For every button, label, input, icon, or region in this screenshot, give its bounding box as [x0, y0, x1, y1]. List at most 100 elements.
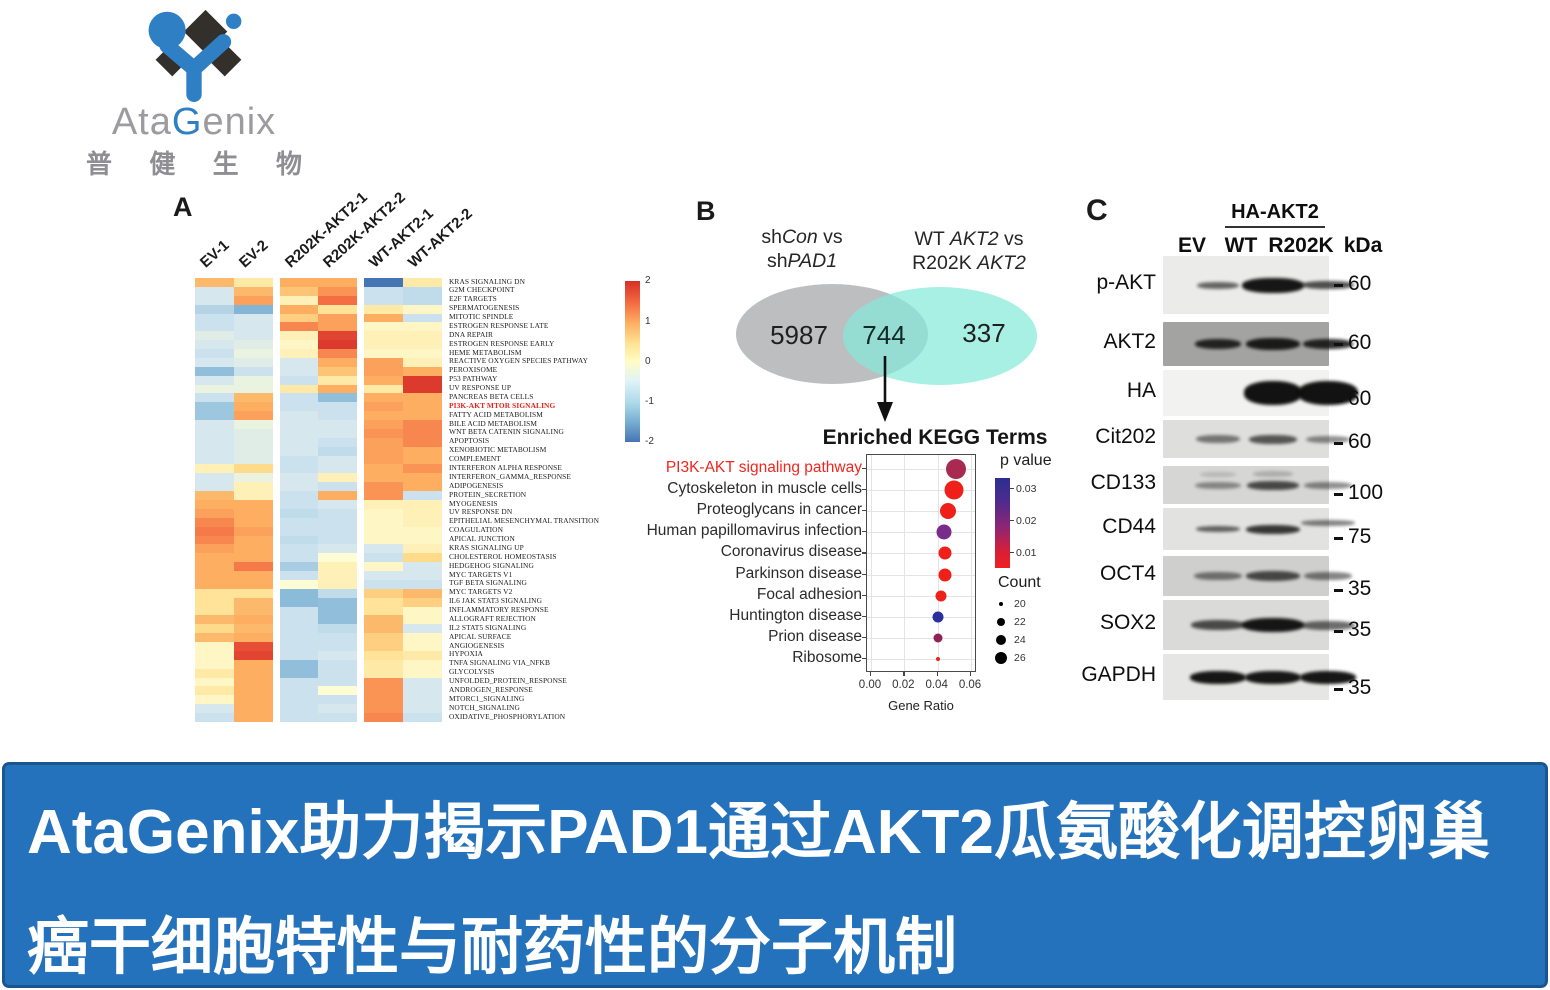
heatmap-cell [364, 668, 403, 679]
heatmap-cell [364, 455, 403, 465]
heatmap-row-label: FATTY ACID METABOLISM [449, 409, 543, 419]
heatmap-cell [233, 437, 273, 448]
heatmap-cell [364, 553, 403, 563]
heatmap-cell [279, 375, 319, 386]
heatmap-cell [279, 331, 319, 341]
heatmap-cell [318, 517, 357, 528]
heatmap-cell [318, 579, 357, 590]
colorbar-tick-label: 0 [645, 356, 651, 367]
heatmap-cell [195, 500, 234, 510]
kegg-dot [939, 503, 956, 520]
heatmap-cell [318, 286, 357, 297]
heatmap-row-label: PANCREAS BETA CELLS [449, 391, 534, 401]
heatmap-cell [402, 366, 442, 377]
heatmap-cell [318, 402, 357, 412]
blot-band [1196, 281, 1239, 289]
kda-marker-value: 35 [1348, 676, 1372, 699]
heatmap-row-label: KRAS SIGNALING UP [449, 542, 524, 552]
heatmap-row-label: INTERFERON ALPHA RESPONSE [449, 462, 562, 472]
kda-marker-dash [1334, 442, 1343, 445]
blot-band [1194, 339, 1241, 349]
blot-label: HA [1126, 379, 1156, 402]
heatmap-cell [233, 579, 273, 590]
kegg-gridline-horizontal [867, 532, 975, 534]
title-banner: AtaGenix助力揭示PAD1通过AKT2瓜氨酸化调控卵巢 癌干细胞特性与耐药… [2, 762, 1548, 988]
brand-letters: Ata [111, 101, 172, 143]
heatmap-cell [195, 517, 234, 528]
pvalue-tick [1010, 488, 1014, 490]
kegg-gridline-vertical [971, 455, 973, 671]
heatmap-cell [318, 553, 357, 563]
colorbar-tick-label: 2 [645, 275, 651, 286]
heatmap-cell [233, 322, 273, 332]
heatmap-cell [318, 393, 357, 403]
count-legend-label: 20 [1014, 598, 1026, 610]
heatmap-column-header: EV-2 [235, 236, 272, 272]
heatmap-cell [233, 455, 273, 465]
heatmap-cell [318, 446, 357, 457]
heatmap-cell [318, 295, 357, 306]
heatmap-cell [279, 286, 319, 297]
heatmap-cell [402, 384, 442, 394]
blot-strip-gapdh [1163, 654, 1356, 700]
heatmap-cell [318, 642, 357, 652]
heatmap-cell [402, 553, 442, 563]
blot-label: AKT2 [1103, 330, 1156, 353]
heatmap-cell [233, 544, 273, 554]
colorbar-tick-label: -1 [645, 396, 654, 407]
heatmap-cell [402, 633, 442, 643]
kda-marker-dash [1334, 284, 1343, 287]
heatmap-row-label: E2F TARGETS [449, 294, 497, 304]
blot-band [1194, 481, 1241, 489]
brand-chinese-char: 物 [275, 149, 302, 179]
heatmap-cell [233, 553, 273, 563]
heatmap-cell [364, 420, 403, 430]
kegg-dot [933, 633, 943, 643]
heatmap-cell [195, 677, 234, 687]
heatmap-row-label: KRAS SIGNALING DN [449, 276, 526, 286]
heatmap-row-label: UNFOLDED_PROTEIN_RESPONSE [449, 676, 567, 686]
kda-marker-dash [1334, 493, 1343, 496]
heatmap-cell [364, 695, 403, 705]
kegg-term-label: Parkinson disease [735, 564, 862, 582]
brand-letter-accent: G [171, 101, 203, 143]
heatmap-cell [279, 686, 319, 696]
blot-band [1241, 277, 1304, 293]
heatmap-cell [233, 411, 273, 421]
heatmap-cell [364, 597, 403, 608]
kegg-term-label: Prion disease [768, 627, 862, 645]
heatmap-cell [318, 606, 357, 616]
pvalue-legend-title: p value [1000, 452, 1052, 469]
heatmap-row-label: APOPTOSIS [449, 436, 490, 446]
heatmap-cell [233, 313, 273, 323]
heatmap-cell [279, 517, 319, 528]
heatmap-cell [402, 340, 442, 350]
kda-marker-value: 60 [1348, 430, 1372, 453]
heatmap-cell [364, 659, 403, 670]
heatmap-cell [364, 526, 403, 536]
heatmap-cell [318, 668, 357, 679]
heatmap-cell [195, 464, 234, 474]
heatmap-cell [318, 686, 357, 696]
kegg-dot [935, 656, 940, 661]
panel-c-label: C [1086, 194, 1108, 227]
heatmap-cell [279, 464, 319, 474]
kegg-gridline-horizontal [867, 595, 975, 597]
pvalue-tick [1010, 520, 1014, 522]
heatmap-cell [279, 579, 319, 590]
blot-band [1303, 572, 1352, 580]
heatmap-row-label: WNT BETA CATENIN SIGNALING [449, 427, 564, 437]
heatmap-row-label: TNFA SIGNALING VIA_NFKB [449, 658, 550, 668]
heatmap-row-label: HEME METABOLISM [449, 347, 522, 357]
kda-marker-value: 35 [1348, 577, 1372, 600]
heatmap-cell [402, 278, 442, 288]
heatmap-cell [195, 278, 234, 288]
heatmap-cell [195, 704, 234, 714]
heatmap-cell [402, 428, 442, 439]
heatmap-cell [195, 322, 234, 332]
heatmap-cell [402, 313, 442, 323]
heatmap-cell [402, 455, 442, 465]
heatmap-cell [364, 428, 403, 439]
heatmap-cell [318, 420, 357, 430]
